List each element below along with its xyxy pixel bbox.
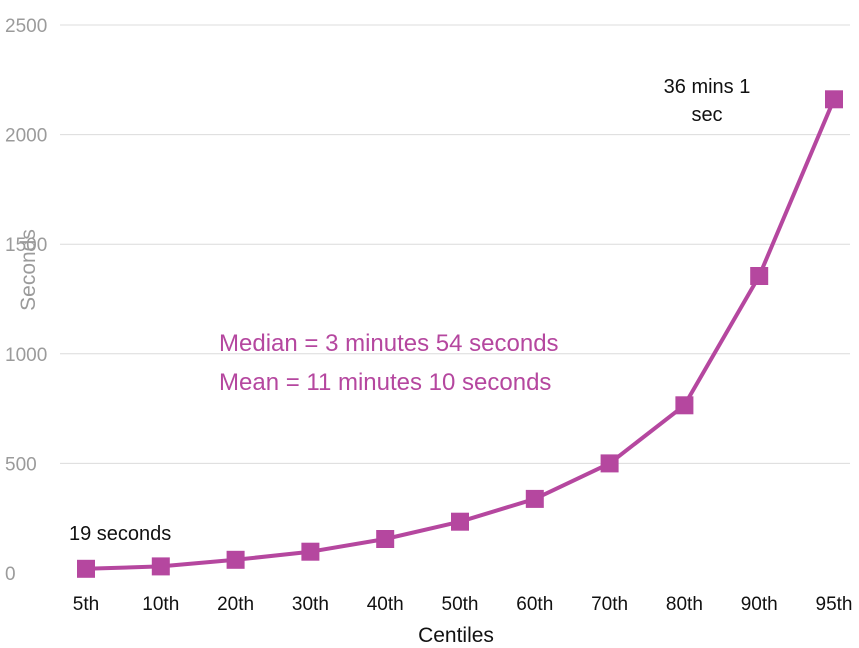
y-tick-label: 2500 bbox=[5, 16, 47, 37]
data-point-90th bbox=[750, 267, 768, 285]
x-tick-label: 60th bbox=[516, 594, 553, 615]
data-point-80th bbox=[675, 396, 693, 414]
y-tick-label: 1000 bbox=[5, 345, 47, 366]
x-tick-label: 40th bbox=[367, 594, 404, 615]
data-point-5th bbox=[77, 560, 95, 578]
median-annotation: Median = 3 minutes 54 seconds bbox=[219, 330, 559, 357]
x-tick-label: 70th bbox=[591, 594, 628, 615]
data-point-50th bbox=[451, 513, 469, 531]
x-axis-ticks: 5th 10th 20th 30th 40th 50th 60th 70th 80th 90th 9… bbox=[73, 594, 853, 615]
data-point-40th bbox=[376, 530, 394, 548]
x-tick-label: 95th bbox=[816, 594, 853, 615]
y-tick-label: 500 bbox=[5, 454, 37, 475]
data-point-70th bbox=[601, 454, 619, 472]
x-tick-label: 90th bbox=[741, 594, 778, 615]
y-tick-label: 2000 bbox=[5, 126, 47, 147]
mean-annotation: Mean = 11 minutes 10 seconds bbox=[219, 369, 551, 396]
x-tick-label: 50th bbox=[442, 594, 479, 615]
first-point-annotation: 19 seconds bbox=[69, 523, 171, 545]
y-axis-title: Seconds bbox=[17, 229, 40, 311]
data-point-10th bbox=[152, 557, 170, 575]
x-tick-label: 10th bbox=[142, 594, 179, 615]
x-tick-label: 80th bbox=[666, 594, 703, 615]
x-tick-label: 30th bbox=[292, 594, 329, 615]
x-tick-label: 5th bbox=[73, 594, 99, 615]
data-point-95th bbox=[825, 90, 843, 108]
last-point-annotation-line1: 36 mins 1 bbox=[664, 76, 751, 98]
data-point-30th bbox=[301, 543, 319, 561]
x-axis-title: Centiles bbox=[418, 624, 494, 647]
x-tick-label: 20th bbox=[217, 594, 254, 615]
data-point-60th bbox=[526, 490, 544, 508]
data-point-20th bbox=[227, 551, 245, 569]
y-tick-label: 0 bbox=[5, 564, 16, 585]
last-point-annotation-line2: sec bbox=[691, 104, 722, 126]
